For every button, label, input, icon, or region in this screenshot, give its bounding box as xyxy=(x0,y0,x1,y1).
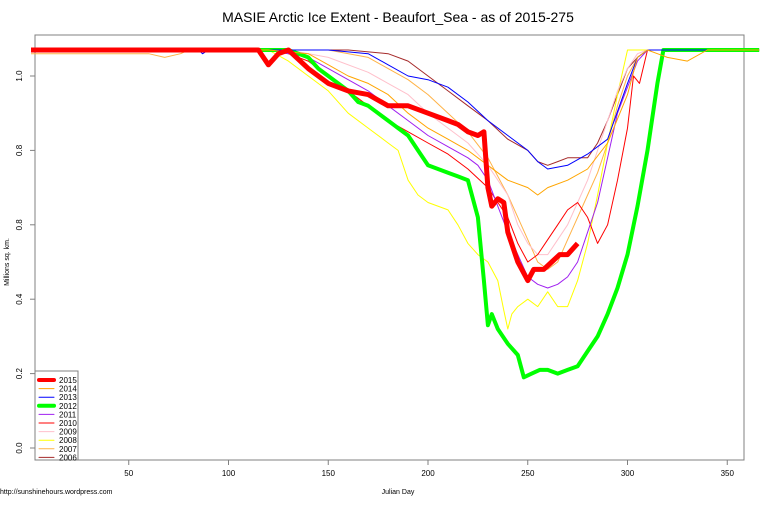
legend-label: 2013 xyxy=(59,393,77,402)
x-tick-label: 150 xyxy=(322,469,336,478)
y-tick-label: 0.8 xyxy=(15,219,24,231)
legend-box xyxy=(34,370,79,461)
legend-label: 2010 xyxy=(59,419,77,428)
x-axis: 50 100 150 200 250 300 350 xyxy=(35,459,744,478)
x-tick-label: 50 xyxy=(124,469,133,478)
series-2011 xyxy=(31,49,760,289)
series-2009 xyxy=(31,49,760,256)
legend-label: 2006 xyxy=(59,453,77,462)
legend-label: 2007 xyxy=(59,445,77,454)
x-axis-label: Julian Day xyxy=(382,489,415,496)
x-tick-label: 100 xyxy=(222,469,236,478)
y-tick-label: 0.0 xyxy=(15,442,24,454)
x-tick-label: 350 xyxy=(721,469,735,478)
y-tick-label: 0.2 xyxy=(15,367,24,379)
series-2012 xyxy=(31,48,760,380)
series-2010 xyxy=(31,49,760,263)
x-tick-label: 300 xyxy=(621,469,635,478)
y-tick-label: 0.4 xyxy=(15,293,24,305)
series-2008 xyxy=(31,49,760,330)
y-tick-label: 1.0 xyxy=(15,70,24,82)
legend-label: 2011 xyxy=(59,410,77,419)
series-2006 xyxy=(31,49,760,166)
chart-title: MASIE Arctic Ice Extent - Beaufort_Sea -… xyxy=(222,9,574,25)
legend-label: 2009 xyxy=(59,428,77,437)
y-tick-label: 0.8 xyxy=(15,144,24,156)
series-2007 xyxy=(31,49,760,270)
x-tick-label: 200 xyxy=(421,469,435,478)
series-2015 xyxy=(31,47,580,284)
series-2013 xyxy=(31,49,760,170)
y-axis: 0.0 0.2 0.4 0.8 0.8 1.0 xyxy=(15,70,35,454)
footer-url: http://sunshinehours.wordpress.com xyxy=(0,489,113,496)
x-tick-label: 250 xyxy=(521,469,535,478)
legend-label: 2015 xyxy=(59,376,77,385)
legend-label: 2014 xyxy=(59,385,77,394)
y-axis-label: Millions sq. km. xyxy=(4,238,11,286)
series-2014 xyxy=(31,49,760,196)
series-lines xyxy=(31,47,760,380)
legend-label: 2012 xyxy=(59,402,77,411)
legend-label: 2008 xyxy=(59,436,77,445)
plot-frame xyxy=(34,34,745,461)
